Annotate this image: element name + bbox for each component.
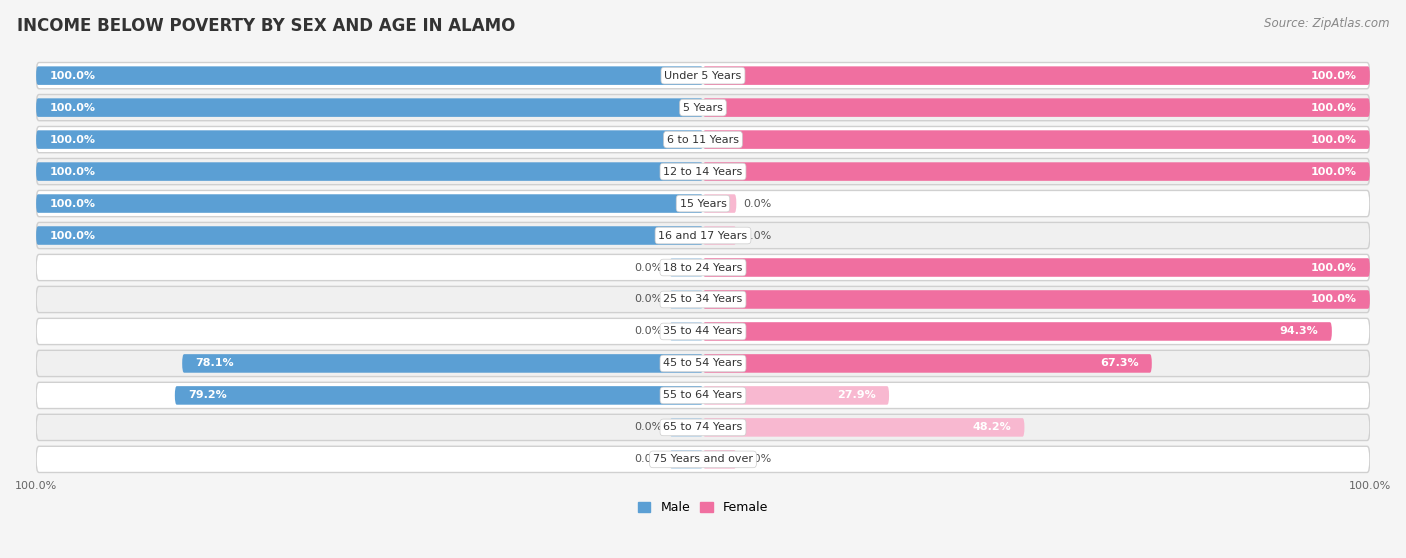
Legend: Male, Female: Male, Female <box>633 496 773 519</box>
FancyBboxPatch shape <box>669 322 703 341</box>
FancyBboxPatch shape <box>37 414 1369 440</box>
FancyBboxPatch shape <box>703 194 737 213</box>
Text: 79.2%: 79.2% <box>188 391 226 401</box>
FancyBboxPatch shape <box>37 62 1369 89</box>
FancyBboxPatch shape <box>37 94 1369 121</box>
FancyBboxPatch shape <box>37 446 1369 473</box>
FancyBboxPatch shape <box>37 286 1369 312</box>
FancyBboxPatch shape <box>37 131 703 149</box>
FancyBboxPatch shape <box>37 254 1369 281</box>
FancyBboxPatch shape <box>669 450 703 469</box>
Text: 0.0%: 0.0% <box>634 295 664 305</box>
FancyBboxPatch shape <box>703 322 1331 341</box>
FancyBboxPatch shape <box>703 258 1369 277</box>
Text: 0.0%: 0.0% <box>634 262 664 272</box>
FancyBboxPatch shape <box>37 98 703 117</box>
Text: 100.0%: 100.0% <box>49 199 96 209</box>
FancyBboxPatch shape <box>703 386 889 405</box>
FancyBboxPatch shape <box>37 223 1369 249</box>
Text: 25 to 34 Years: 25 to 34 Years <box>664 295 742 305</box>
Text: 100.0%: 100.0% <box>49 103 96 113</box>
FancyBboxPatch shape <box>703 450 737 469</box>
FancyBboxPatch shape <box>703 226 737 245</box>
Text: 100.0%: 100.0% <box>49 134 96 145</box>
FancyBboxPatch shape <box>174 386 703 405</box>
Text: 15 Years: 15 Years <box>679 199 727 209</box>
Text: 65 to 74 Years: 65 to 74 Years <box>664 422 742 432</box>
FancyBboxPatch shape <box>37 194 703 213</box>
FancyBboxPatch shape <box>37 158 1369 185</box>
Text: 18 to 24 Years: 18 to 24 Years <box>664 262 742 272</box>
Text: 5 Years: 5 Years <box>683 103 723 113</box>
Text: 0.0%: 0.0% <box>634 326 664 336</box>
Text: 100.0%: 100.0% <box>1310 295 1357 305</box>
FancyBboxPatch shape <box>37 162 703 181</box>
Text: 35 to 44 Years: 35 to 44 Years <box>664 326 742 336</box>
Text: 100.0%: 100.0% <box>1310 262 1357 272</box>
Text: 78.1%: 78.1% <box>195 358 235 368</box>
FancyBboxPatch shape <box>703 131 1369 149</box>
Text: 48.2%: 48.2% <box>973 422 1011 432</box>
Text: 100.0%: 100.0% <box>1310 167 1357 176</box>
Text: 0.0%: 0.0% <box>742 230 772 240</box>
Text: 45 to 54 Years: 45 to 54 Years <box>664 358 742 368</box>
Text: INCOME BELOW POVERTY BY SEX AND AGE IN ALAMO: INCOME BELOW POVERTY BY SEX AND AGE IN A… <box>17 17 515 35</box>
Text: 67.3%: 67.3% <box>1099 358 1139 368</box>
FancyBboxPatch shape <box>37 66 703 85</box>
Text: 0.0%: 0.0% <box>634 422 664 432</box>
Text: 16 and 17 Years: 16 and 17 Years <box>658 230 748 240</box>
FancyBboxPatch shape <box>703 290 1369 309</box>
FancyBboxPatch shape <box>37 226 703 245</box>
Text: 55 to 64 Years: 55 to 64 Years <box>664 391 742 401</box>
Text: 100.0%: 100.0% <box>49 71 96 80</box>
FancyBboxPatch shape <box>669 418 703 437</box>
FancyBboxPatch shape <box>37 319 1369 345</box>
Text: 100.0%: 100.0% <box>1310 134 1357 145</box>
FancyBboxPatch shape <box>669 258 703 277</box>
Text: 94.3%: 94.3% <box>1279 326 1319 336</box>
FancyBboxPatch shape <box>37 127 1369 153</box>
FancyBboxPatch shape <box>703 354 1152 373</box>
FancyBboxPatch shape <box>669 290 703 309</box>
Text: 6 to 11 Years: 6 to 11 Years <box>666 134 740 145</box>
Text: 27.9%: 27.9% <box>837 391 876 401</box>
Text: 100.0%: 100.0% <box>1310 71 1357 80</box>
FancyBboxPatch shape <box>703 162 1369 181</box>
FancyBboxPatch shape <box>703 66 1369 85</box>
FancyBboxPatch shape <box>37 190 1369 217</box>
Text: Under 5 Years: Under 5 Years <box>665 71 741 80</box>
Text: 100.0%: 100.0% <box>49 167 96 176</box>
Text: 75 Years and over: 75 Years and over <box>652 454 754 464</box>
Text: 100.0%: 100.0% <box>1310 103 1357 113</box>
FancyBboxPatch shape <box>703 98 1369 117</box>
FancyBboxPatch shape <box>183 354 703 373</box>
Text: Source: ZipAtlas.com: Source: ZipAtlas.com <box>1264 17 1389 30</box>
Text: 100.0%: 100.0% <box>49 230 96 240</box>
FancyBboxPatch shape <box>37 382 1369 408</box>
Text: 12 to 14 Years: 12 to 14 Years <box>664 167 742 176</box>
FancyBboxPatch shape <box>703 418 1025 437</box>
FancyBboxPatch shape <box>37 350 1369 377</box>
Text: 0.0%: 0.0% <box>742 199 772 209</box>
Text: 0.0%: 0.0% <box>634 454 664 464</box>
Text: 0.0%: 0.0% <box>742 454 772 464</box>
